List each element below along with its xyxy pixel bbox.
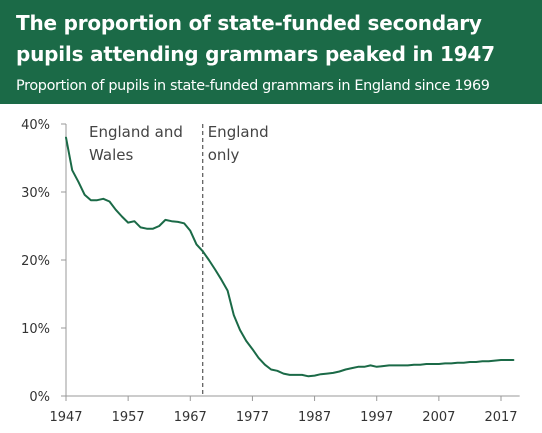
y-tick-label: 0% bbox=[29, 390, 50, 405]
x-tick-label: 1977 bbox=[236, 410, 269, 425]
y-tick-label: 10% bbox=[21, 322, 50, 337]
line-chart: 0% 10% 20% 30% 40% 1947 1957 1967 1977 1987 1997 2… bbox=[21, 118, 520, 425]
annotation-right-line-1: England bbox=[208, 123, 269, 141]
annotation-left-line-2: Wales bbox=[89, 146, 133, 164]
y-tick-label: 40% bbox=[21, 118, 50, 133]
y-tick-label: 20% bbox=[21, 254, 50, 269]
annotation-right-line-2: only bbox=[208, 146, 240, 164]
x-tick-label: 1997 bbox=[360, 410, 393, 425]
chart-title: The proportion of state-funded secondary… bbox=[16, 11, 495, 66]
annotation-left-line-1: England and bbox=[89, 123, 183, 141]
chart-header: The proportion of state-funded secondary… bbox=[0, 0, 542, 104]
x-tick-label: 1987 bbox=[298, 410, 331, 425]
x-tick-label: 1967 bbox=[174, 410, 207, 425]
series-line bbox=[65, 136, 515, 378]
y-axis: 0% 10% 20% 30% 40% bbox=[21, 118, 66, 405]
y-tick-label: 30% bbox=[21, 186, 50, 201]
chart-subtitle: Proportion of pupils in state-funded gra… bbox=[16, 78, 490, 94]
x-tick-label: 1957 bbox=[112, 410, 145, 425]
x-tick-label: 1947 bbox=[49, 410, 82, 425]
x-axis: 1947 1957 1967 1977 1987 1997 2007 2017 bbox=[49, 396, 518, 425]
x-tick-label: 2017 bbox=[484, 410, 517, 425]
x-tick-label: 2007 bbox=[422, 410, 455, 425]
